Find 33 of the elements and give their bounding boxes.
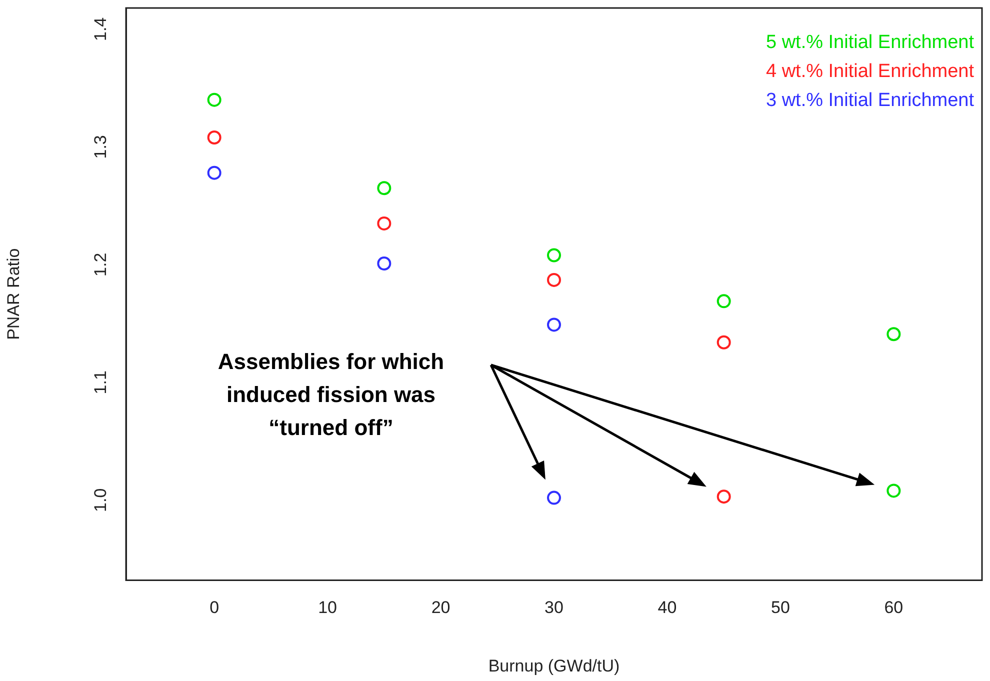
- annotation: Assemblies for which induced fission was “turned off”: [218, 349, 444, 440]
- y-tick-label: 1.4: [91, 17, 110, 42]
- y-tick-label: 1.0: [91, 488, 110, 512]
- text: 3 wt.% Initial Enrichment: [766, 90, 975, 112]
- point: [716, 490, 731, 504]
- point: [377, 181, 392, 196]
- y-axis-title: PNAR Ratio: [4, 248, 23, 340]
- point: [886, 327, 901, 342]
- point: [207, 92, 222, 107]
- point: [547, 272, 561, 287]
- text: 5 wt.% Initial Enrichment: [766, 32, 975, 54]
- point: [207, 166, 222, 180]
- x-axis-title: Burnup (GWd/tU): [488, 656, 620, 676]
- point: [886, 484, 901, 498]
- point: [377, 256, 392, 270]
- x-tick-label: 40: [658, 598, 677, 618]
- x-tick-label: 0: [210, 598, 220, 618]
- point: [377, 216, 392, 230]
- point: [716, 294, 731, 308]
- y-tick-label: 1.3: [91, 135, 110, 159]
- x-tick-label: 60: [884, 598, 904, 618]
- point: [207, 130, 222, 145]
- x-tick-label: 20: [431, 598, 450, 618]
- x-tick-label: 50: [770, 598, 790, 618]
- point: [547, 248, 561, 262]
- point: [547, 490, 561, 505]
- point: [547, 318, 561, 332]
- point: [716, 335, 731, 350]
- x-tick-label: 30: [544, 598, 564, 618]
- text: 4 wt.% Initial Enrichment: [766, 61, 975, 82]
- y-tick-label: 1.2: [91, 252, 110, 276]
- x-tick-label: 10: [318, 598, 338, 618]
- y-tick-label: 1.1: [91, 370, 110, 394]
